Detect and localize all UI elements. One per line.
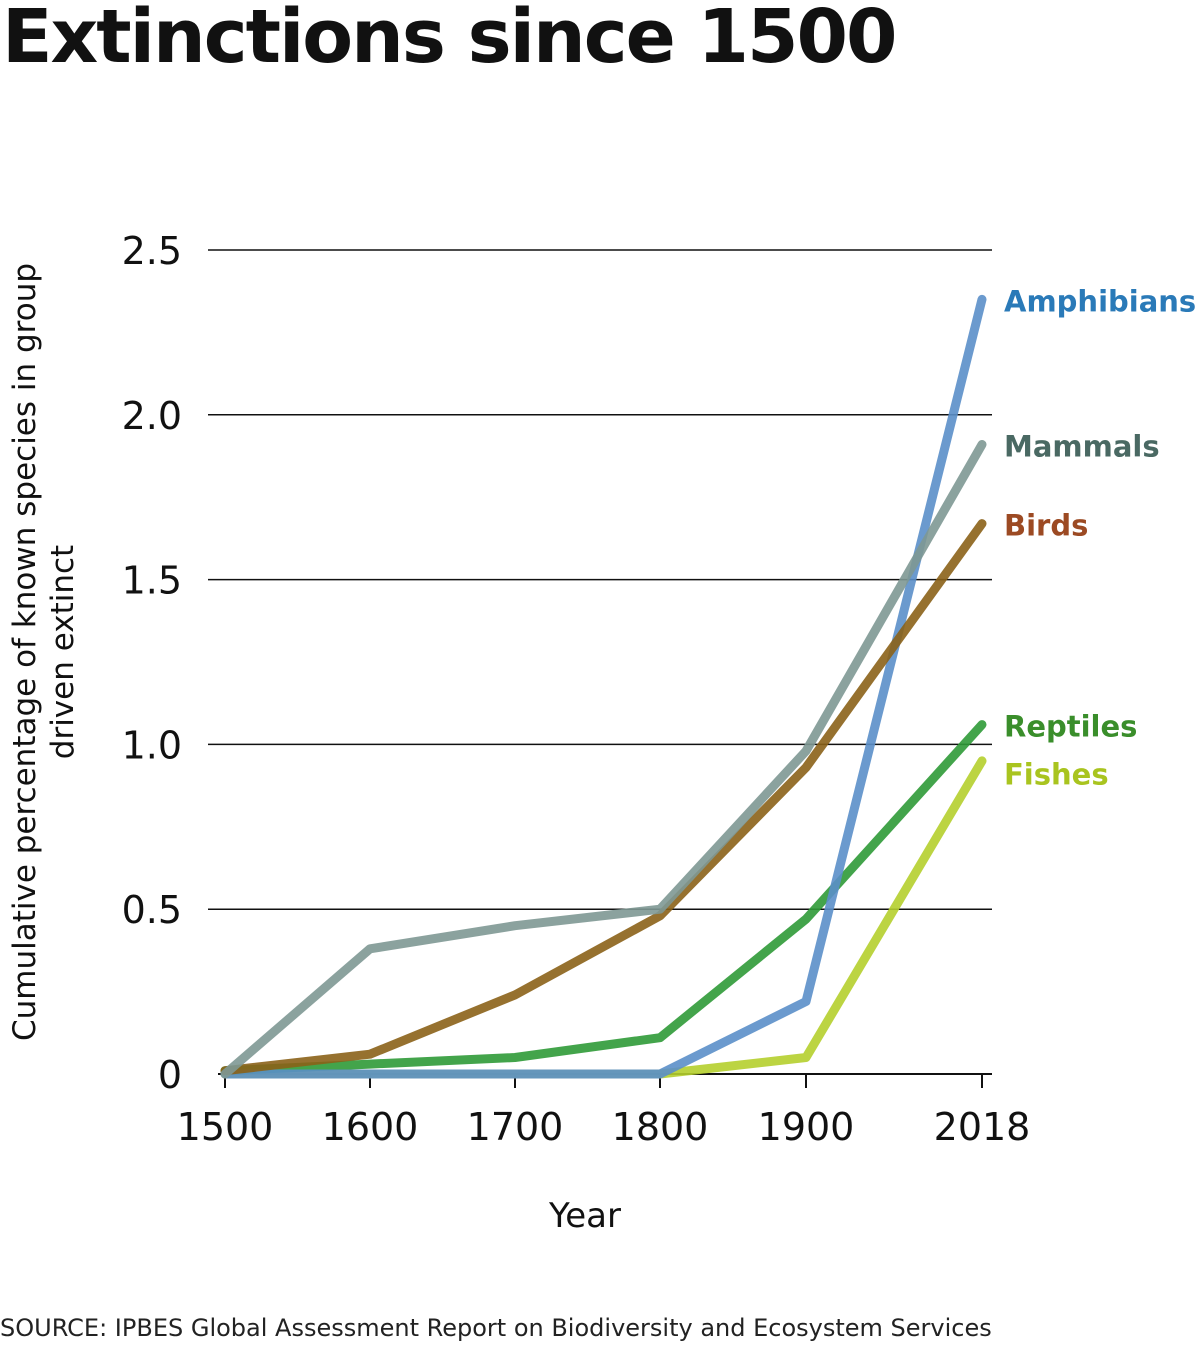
chart-title: Extinctions since 1500: [2, 0, 898, 80]
legend: Amphibians Mammals Birds Reptiles Fishes: [1004, 284, 1196, 791]
x-tick-label: 1800: [612, 1105, 709, 1149]
series-line-mammals: [220, 440, 987, 1079]
legend-label-amphibians: Amphibians: [1004, 284, 1196, 318]
x-tick-label: 1600: [322, 1105, 419, 1149]
y-tick-label: 1.0: [122, 723, 182, 767]
legend-label-birds: Birds: [1004, 509, 1088, 543]
legend-label-fishes: Fishes: [1004, 758, 1109, 792]
y-tick-label: 0.5: [122, 888, 182, 932]
x-tick-label: 2018: [934, 1105, 1031, 1149]
x-tick-label: 1700: [467, 1105, 564, 1149]
y-tick-label: 2.0: [122, 394, 182, 438]
legend-label-mammals: Mammals: [1004, 430, 1160, 464]
legend-label-reptiles: Reptiles: [1004, 710, 1137, 744]
y-tick-label: 0: [158, 1053, 182, 1097]
x-tick-label: 1500: [177, 1105, 274, 1149]
x-axis-ticks: 1500 1600 1700 1800 1900 2018: [177, 1105, 1031, 1149]
source-note: SOURCE: IPBES Global Assessment Report o…: [0, 1314, 992, 1342]
y-axis-ticks: 0 0.5 1.0 1.5 2.0 2.5: [122, 229, 182, 1097]
data-series: [220, 294, 987, 1079]
series-line-birds: [220, 519, 987, 1076]
y-tick-label: 1.5: [122, 559, 182, 603]
gridlines: [208, 249, 992, 910]
x-tick-label: 1900: [758, 1105, 855, 1149]
series-line-reptiles: [220, 720, 987, 1076]
series-line-amphibians: [220, 294, 987, 1079]
y-tick-label: 2.5: [122, 229, 182, 273]
x-axis-label: Year: [549, 1196, 621, 1236]
